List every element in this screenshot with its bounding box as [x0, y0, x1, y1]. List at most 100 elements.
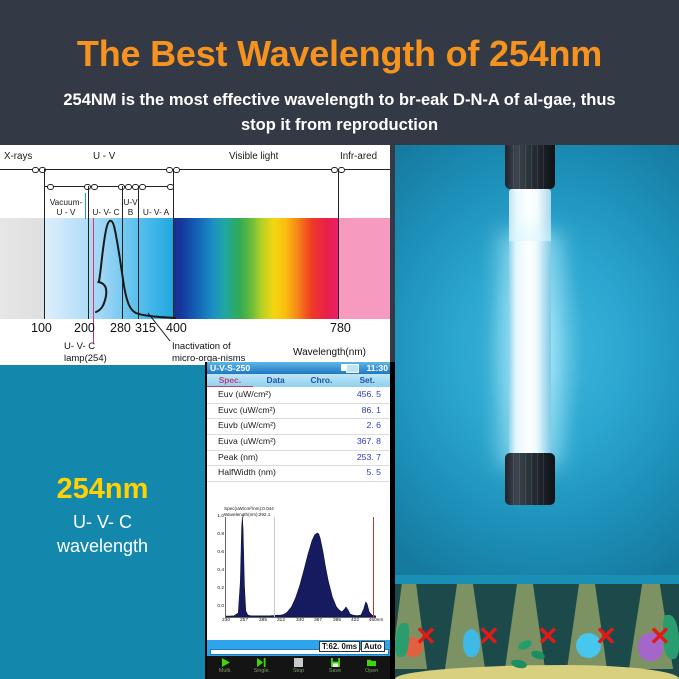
device-readings-list: Euv (uW/cm²) 456. 5 Euvc (uW/cm²) 86. 1 … — [207, 388, 390, 483]
chart-cursor-wavelength: Wavelength(nm):292.1 — [224, 511, 271, 517]
divider-vacuum-uv — [85, 193, 87, 219]
auto-mode-badge[interactable]: Auto — [361, 641, 385, 652]
sea-floor — [395, 665, 679, 679]
device-spectrum-chart: Spec(uW/cm²/nm):0.044 Wavelength(nm):292… — [207, 505, 390, 635]
single-button-label: Single. — [253, 668, 271, 674]
divider-100nm — [44, 169, 46, 319]
band-infrared — [338, 218, 390, 319]
multi-button[interactable]: Multi. — [207, 656, 244, 679]
ytick-0.6: 0.6 — [217, 550, 224, 555]
annotation-inactivation-line1: Inactivation of — [172, 341, 231, 352]
reading-row: Euva (uW/cm²) 367. 8 — [207, 435, 390, 451]
reading-key: Peak (nm) — [218, 451, 259, 462]
xtick-230: 230 — [221, 618, 231, 623]
label-uvc: U- V- C — [92, 207, 120, 217]
tick-400: 400 — [166, 321, 187, 335]
page-subtitle: 254NM is the most effective wavelength t… — [63, 91, 616, 134]
chart-series-path — [226, 517, 376, 617]
reading-row: HalfWidth (nm) 5. 5 — [207, 466, 390, 483]
uvc-subtext-line2: wavelength — [56, 536, 149, 556]
save-button-label: Save — [328, 668, 342, 674]
bracket-dot — [91, 183, 98, 190]
tab-data[interactable]: Data — [266, 375, 285, 385]
uv-meter-device: U-V-S-250 11:30 Spec. Data Chro. Set. Eu… — [205, 362, 395, 679]
tab-set[interactable]: Set. — [359, 375, 375, 385]
reading-key: Euvb (uW/cm²) — [218, 420, 276, 431]
x-mark: ✕ — [478, 621, 500, 651]
annotation-uvc-lamp-line2: lamp(254) — [64, 352, 107, 364]
reading-row: Euv (uW/cm²) 456. 5 — [207, 388, 390, 404]
lamp-cap-bottom — [505, 453, 555, 505]
floppy-icon — [330, 658, 340, 667]
reading-value: 367. 8 — [356, 436, 381, 447]
reading-key: Euvc (uW/cm²) — [218, 404, 276, 415]
label-uv: U - V — [93, 151, 116, 162]
bracket-dot — [84, 183, 91, 190]
seaweed-right — [663, 615, 679, 659]
bracket-top — [0, 169, 390, 171]
uvc-wavelength-block: 254nm U- V- C wavelength — [0, 365, 205, 679]
xtick-450: 450nm — [368, 618, 384, 623]
open-button[interactable]: Open — [353, 656, 390, 679]
device-titlebar: U-V-S-250 11:30 — [207, 362, 390, 374]
x-mark: ✕ — [537, 621, 559, 651]
x-mark: ✕ — [649, 621, 671, 651]
sd-card-icon — [341, 364, 348, 371]
chart-plot-area — [225, 517, 376, 618]
annotation-uvc-lamp: U- V- C lamp(254) — [64, 341, 107, 364]
xtick-340: 340 — [295, 618, 305, 623]
xtick-285: 285 — [258, 618, 268, 623]
bracket-uv — [44, 186, 173, 188]
folder-icon — [367, 659, 377, 667]
label-vacuum-uv-line2: U - V — [56, 207, 76, 217]
band-visible — [173, 218, 338, 319]
bracket-dot — [118, 183, 125, 190]
band-uv — [44, 218, 173, 319]
device-screen: U-V-S-250 11:30 Spec. Data Chro. Set. Eu… — [207, 362, 390, 679]
spectrum-diagram: X-rays U - V Visible light Infr-ared Vac… — [0, 145, 390, 365]
reading-value: 86. 1 — [361, 404, 381, 415]
reading-value: 5. 5 — [366, 467, 382, 478]
header: The Best Wavelength of 254nm 254NM is th… — [0, 0, 679, 145]
axis-title-wavelength: Wavelength(nm) — [293, 347, 366, 358]
label-xrays: X-rays — [4, 151, 33, 162]
stop-button[interactable]: Stop — [280, 656, 317, 679]
divider-400nm — [173, 169, 175, 319]
band-xrays — [0, 218, 44, 319]
chart-cursor-readout: Spec(uW/cm²/nm):0.044 Wavelength(nm):292… — [224, 506, 274, 517]
single-button[interactable]: Single. — [244, 656, 281, 679]
lamp-254-marker-stem — [93, 319, 95, 343]
tab-spec[interactable]: Spec. — [207, 374, 253, 387]
x-mark: ✕ — [595, 621, 617, 651]
tab-chro[interactable]: Chro. — [310, 375, 333, 385]
bracket-dot — [125, 183, 132, 190]
germ-blue — [463, 629, 480, 657]
germ-cyan — [576, 633, 601, 658]
bracket-dot — [331, 166, 338, 173]
tick-780: 780 — [330, 321, 351, 335]
bracket-dot — [166, 166, 173, 173]
xtick-367: 367 — [313, 618, 323, 623]
algae-top-band — [395, 575, 679, 584]
ytick-0.4: 0.4 — [217, 568, 224, 573]
save-button[interactable]: Save — [317, 656, 354, 679]
battery-icon — [346, 364, 359, 373]
device-clock: 11:30 — [366, 363, 388, 373]
integration-time-badge: T:62. 0ms — [319, 641, 361, 652]
divider-200nm — [88, 186, 90, 319]
reading-value: 456. 5 — [356, 389, 381, 399]
stop-button-label: Stop — [292, 668, 305, 674]
seaweed-left — [395, 623, 409, 657]
reading-row: Euvc (uW/cm²) 86. 1 — [207, 404, 390, 420]
divider-280nm — [122, 186, 124, 319]
device-tabbar: Spec. Data Chro. Set. — [207, 374, 390, 387]
chart-range-end-line — [373, 517, 374, 617]
reading-row: Euvb (uW/cm²) 2. 6 — [207, 419, 390, 436]
xtick-257: 257 — [239, 618, 249, 623]
label-uva: U- V- A — [142, 207, 170, 217]
multi-button-label: Multi. — [218, 668, 232, 674]
stop-icon — [293, 658, 303, 667]
label-vacuum-uv: Vacuum- U - V — [46, 197, 86, 217]
device-toolbar: Multi. Single. Stop Save Open — [207, 656, 390, 679]
step-icon — [257, 658, 266, 667]
